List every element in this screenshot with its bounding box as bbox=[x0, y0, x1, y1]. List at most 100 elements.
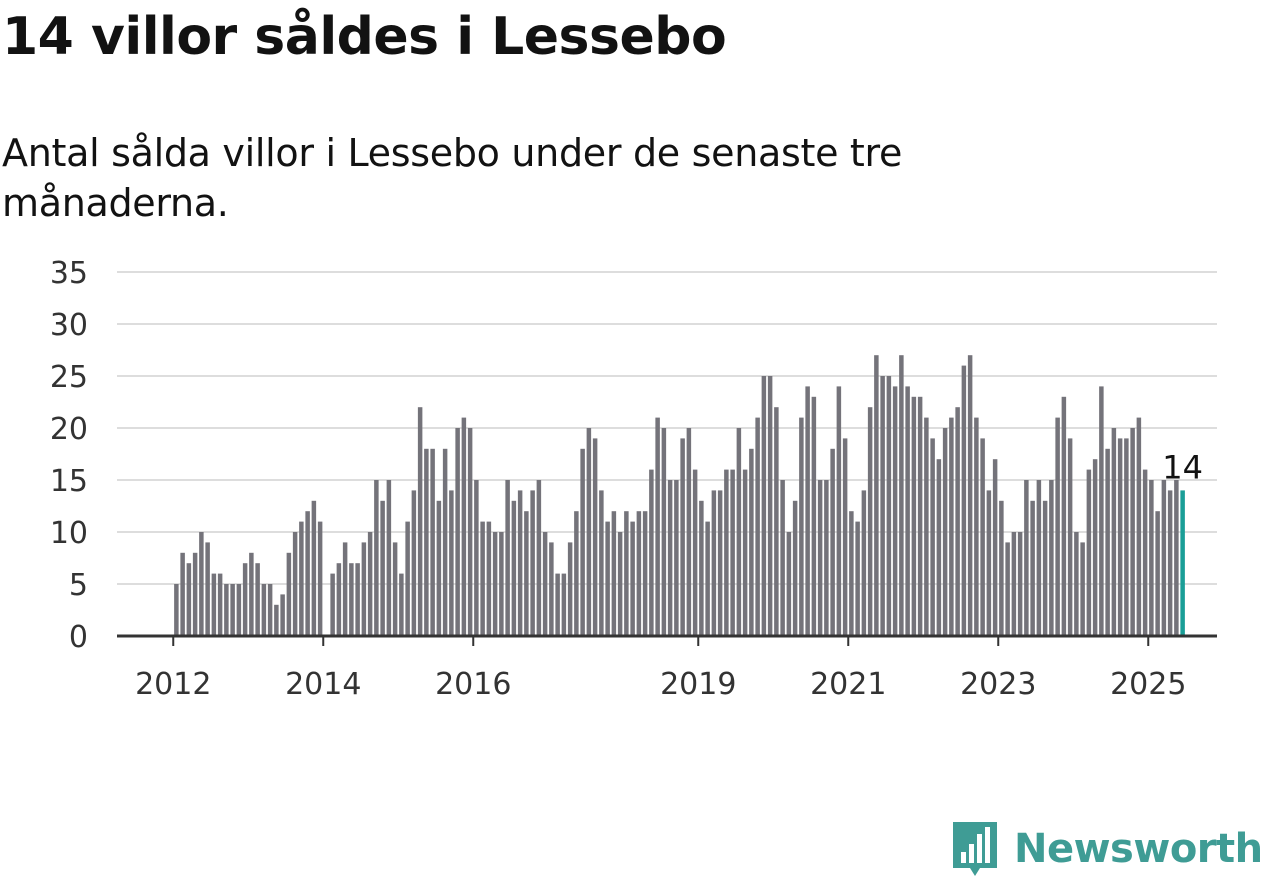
bar-latest bbox=[1180, 490, 1185, 636]
y-tick-label: 30 bbox=[50, 308, 88, 343]
bar bbox=[1161, 480, 1167, 636]
bar bbox=[511, 500, 517, 636]
bar bbox=[342, 542, 348, 636]
bar bbox=[699, 500, 704, 636]
bar bbox=[549, 542, 554, 636]
bar bbox=[892, 386, 898, 636]
bar bbox=[530, 490, 535, 636]
bar bbox=[274, 604, 279, 636]
bar bbox=[1136, 417, 1142, 636]
bar bbox=[924, 417, 929, 636]
bar bbox=[855, 521, 860, 636]
bar bbox=[524, 511, 529, 636]
bar bbox=[705, 521, 710, 636]
bar bbox=[1011, 532, 1017, 636]
bar bbox=[330, 573, 335, 636]
bar bbox=[1167, 490, 1173, 636]
bar bbox=[449, 490, 454, 636]
bars bbox=[174, 355, 1185, 636]
bar bbox=[1105, 448, 1110, 636]
bar bbox=[942, 428, 948, 636]
bar bbox=[186, 563, 192, 636]
bar bbox=[999, 500, 1004, 636]
bar bbox=[936, 459, 942, 636]
bar bbox=[617, 532, 623, 636]
bar bbox=[861, 490, 867, 636]
bar bbox=[1005, 542, 1010, 636]
bar bbox=[436, 500, 442, 636]
bar bbox=[311, 500, 317, 636]
bar bbox=[767, 376, 773, 636]
bar bbox=[417, 407, 423, 636]
bar bbox=[355, 563, 360, 636]
bar bbox=[180, 552, 185, 636]
bar bbox=[605, 521, 610, 636]
y-tick-label: 0 bbox=[69, 620, 88, 655]
bar bbox=[986, 490, 992, 636]
bar bbox=[636, 511, 642, 636]
bar bbox=[730, 469, 735, 636]
bar bbox=[461, 417, 467, 636]
bar bbox=[242, 563, 248, 636]
bar bbox=[867, 407, 873, 636]
bar bbox=[574, 511, 579, 636]
bar bbox=[1024, 480, 1029, 636]
newsworthy-brand[interactable]: Newsworthy bbox=[950, 818, 1262, 880]
bar bbox=[361, 542, 367, 636]
bar bbox=[780, 480, 785, 636]
bar bbox=[1124, 438, 1129, 636]
bar bbox=[217, 573, 223, 636]
bar bbox=[749, 448, 754, 636]
bar bbox=[736, 428, 742, 636]
bar bbox=[1130, 428, 1135, 636]
bar bbox=[1017, 532, 1023, 636]
bar bbox=[811, 396, 817, 636]
bar bbox=[592, 438, 598, 636]
bar bbox=[624, 511, 629, 636]
bar bbox=[442, 448, 448, 636]
bar bbox=[930, 438, 935, 636]
bar bbox=[680, 438, 685, 636]
bar bbox=[1042, 500, 1048, 636]
x-tick-label: 2023 bbox=[960, 667, 1036, 702]
bar bbox=[261, 584, 267, 636]
bar bbox=[792, 500, 798, 636]
bar bbox=[905, 386, 910, 636]
bar bbox=[386, 480, 392, 636]
bar bbox=[649, 469, 654, 636]
bar bbox=[430, 448, 435, 636]
y-tick-label: 35 bbox=[50, 256, 88, 291]
bar bbox=[399, 573, 404, 636]
bar bbox=[292, 532, 298, 636]
bar bbox=[224, 584, 229, 636]
bar bbox=[405, 521, 410, 636]
bar bbox=[1080, 542, 1085, 636]
y-tick-label: 25 bbox=[50, 360, 88, 395]
bar bbox=[1061, 396, 1067, 636]
bar bbox=[474, 480, 479, 636]
bar bbox=[692, 469, 698, 636]
bar bbox=[1074, 532, 1079, 636]
bar bbox=[674, 480, 679, 636]
bar bbox=[174, 584, 179, 636]
bar bbox=[824, 480, 829, 636]
bar bbox=[542, 532, 548, 636]
bar bbox=[849, 511, 854, 636]
bar bbox=[786, 532, 792, 636]
bar bbox=[717, 490, 723, 636]
bar bbox=[586, 428, 592, 636]
bar bbox=[1030, 500, 1035, 636]
bar bbox=[561, 573, 567, 636]
bar bbox=[411, 490, 417, 636]
bar bbox=[611, 511, 617, 636]
bar bbox=[911, 396, 917, 636]
bar bbox=[192, 552, 198, 636]
brand-name: Newsworthy bbox=[1014, 826, 1262, 872]
bar bbox=[955, 407, 960, 636]
bar bbox=[305, 511, 310, 636]
bar bbox=[1036, 480, 1042, 636]
bar bbox=[199, 532, 204, 636]
bar bbox=[205, 542, 210, 636]
